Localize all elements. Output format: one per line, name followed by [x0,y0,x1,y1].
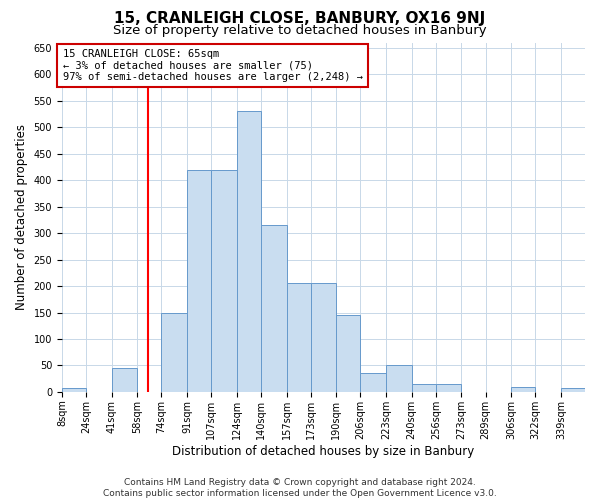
Bar [62,388,86,392]
Bar [361,374,386,392]
Bar [187,170,211,392]
Bar [261,225,287,392]
Text: Contains HM Land Registry data © Crown copyright and database right 2024.
Contai: Contains HM Land Registry data © Crown c… [103,478,497,498]
Bar [112,368,137,392]
Bar [336,315,361,392]
Bar [412,384,436,392]
Bar [436,384,461,392]
Text: 15 CRANLEIGH CLOSE: 65sqm
← 3% of detached houses are smaller (75)
97% of semi-d: 15 CRANLEIGH CLOSE: 65sqm ← 3% of detach… [62,49,362,82]
Bar [561,388,585,392]
Bar [237,112,261,392]
Bar [511,386,535,392]
Text: 15, CRANLEIGH CLOSE, BANBURY, OX16 9NJ: 15, CRANLEIGH CLOSE, BANBURY, OX16 9NJ [115,11,485,26]
X-axis label: Distribution of detached houses by size in Banbury: Distribution of detached houses by size … [172,444,475,458]
Bar [311,284,336,392]
Bar [161,312,187,392]
Bar [211,170,237,392]
Bar [287,284,311,392]
Y-axis label: Number of detached properties: Number of detached properties [15,124,28,310]
Text: Size of property relative to detached houses in Banbury: Size of property relative to detached ho… [113,24,487,37]
Bar [386,366,412,392]
